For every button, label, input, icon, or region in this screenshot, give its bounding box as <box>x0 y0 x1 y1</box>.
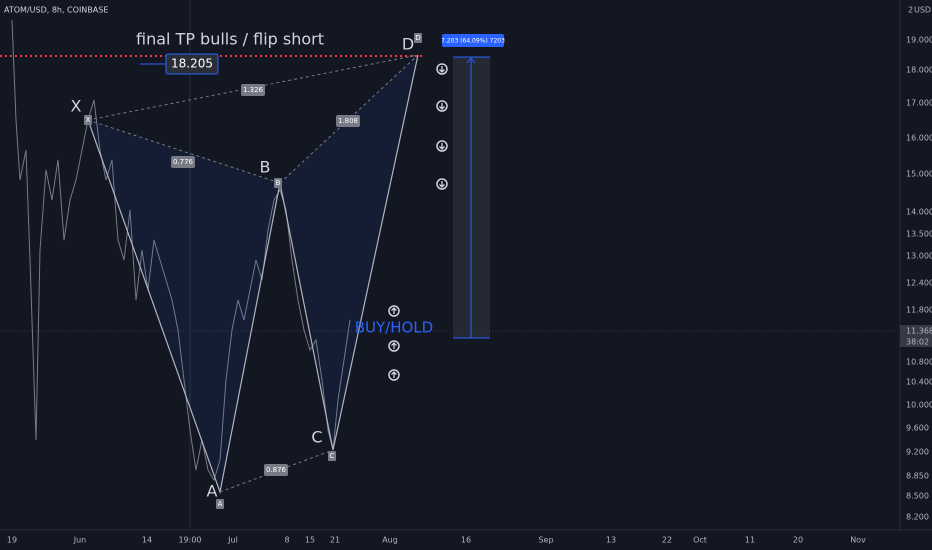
arrow-glyph <box>439 143 445 150</box>
point-tag: C <box>330 452 335 460</box>
price-label: 8.850 <box>906 472 929 481</box>
price-label: 18.000 <box>906 66 932 75</box>
point-label: C <box>311 428 322 447</box>
time-label: Jul <box>227 536 238 545</box>
arrow-glyph <box>391 342 397 349</box>
point-label: B <box>260 158 271 177</box>
symbol: ATOM/USD, 8h, COINBASE <box>4 6 108 15</box>
point-tag: A <box>218 500 223 508</box>
time-label: 15 <box>305 536 315 545</box>
time-label: Aug <box>382 536 398 545</box>
pattern-bd <box>279 54 419 184</box>
ratio-box <box>241 84 265 96</box>
price-label: 8.500 <box>906 492 929 501</box>
point-tag-box <box>328 451 336 461</box>
ratio: 1.326 <box>243 86 264 94</box>
target-price-box <box>165 53 219 75</box>
point-tag-box <box>274 178 282 188</box>
measure-label: 7.203 (64.09%) 7203 <box>441 38 505 45</box>
price-path <box>11 19 351 482</box>
arrow-glyph <box>439 103 445 110</box>
time-label: Nov <box>850 536 866 545</box>
price-label: 16.000 <box>906 134 932 143</box>
price-label: 17.000 <box>906 99 932 108</box>
time-label: 14 <box>142 536 152 545</box>
price-label: 9.600 <box>906 424 929 433</box>
target-price: 18.205 <box>171 57 213 71</box>
price-label: 14.000 <box>906 208 932 217</box>
price-label: 8.200 <box>906 513 929 522</box>
down-arrow-icon <box>436 100 448 112</box>
time-label: 21 <box>330 536 340 545</box>
current-price-box <box>900 325 932 347</box>
price-label: 19.000 <box>906 36 932 45</box>
time-label: 19:00 <box>178 536 201 545</box>
time-label: 13 <box>606 536 616 545</box>
price-label: 15.000 <box>906 170 932 179</box>
pattern-bcd <box>280 55 418 450</box>
point-tag: B <box>276 179 281 187</box>
price-label: 10.000 <box>906 401 932 410</box>
pattern-xab <box>88 120 280 492</box>
time-label: 22 <box>662 536 672 545</box>
ratio: 1.808 <box>338 117 358 125</box>
time-label: 8 <box>284 536 289 545</box>
point-tag: X <box>86 116 91 124</box>
up-arrow-icon <box>388 369 400 381</box>
point-label: A <box>207 482 218 501</box>
ratio: 0.876 <box>266 466 287 474</box>
down-arrow-icon <box>436 178 448 190</box>
price-label: 9.200 <box>906 448 929 457</box>
current-price: 11.368 <box>906 327 932 336</box>
price-label: 11.800 <box>906 306 932 315</box>
ratio-box <box>264 464 288 476</box>
price-label: 12.400 <box>906 279 932 288</box>
point-tag-box <box>414 33 422 43</box>
price-label: 10.800 <box>906 358 932 367</box>
arrow-glyph <box>439 66 445 73</box>
arrow-glyph <box>391 371 397 378</box>
time-label: Jun <box>73 536 87 545</box>
arrow-glyph <box>439 181 445 188</box>
down-arrow-icon <box>436 63 448 75</box>
point-label: D <box>402 35 414 54</box>
price-label: 13.500 <box>906 230 932 239</box>
pattern-xb <box>87 119 281 184</box>
target-note: final TP bulls / flip short <box>136 30 324 49</box>
price-label: 13.000 <box>906 252 932 261</box>
countdown: 38:02 <box>906 338 929 347</box>
time-label: Sep <box>538 536 553 545</box>
point-label: X <box>71 97 82 116</box>
ratio-box <box>336 115 360 127</box>
point-tag-box <box>216 499 224 509</box>
down-arrow-icon <box>436 140 448 152</box>
arrow-glyph <box>391 307 397 314</box>
ratio-box <box>171 156 195 168</box>
time-label: Oct <box>693 536 707 545</box>
price-label: 10.400 <box>906 378 932 387</box>
signal: BUY/HOLD <box>355 319 433 337</box>
time-label: 20 <box>793 536 803 545</box>
measure-arrowhead <box>466 57 476 64</box>
up-arrow-icon <box>388 340 400 352</box>
ratio: 0.776 <box>173 158 194 166</box>
price-axis-currency: USD <box>914 6 931 15</box>
time-label: 11 <box>745 536 755 545</box>
up-arrow-icon <box>388 305 400 317</box>
time-label: 19 <box>7 536 17 545</box>
time-label: 16 <box>461 536 471 545</box>
point-tag-box <box>84 115 92 125</box>
price-axis-top: 2 <box>908 6 913 15</box>
point-tag: D <box>415 34 420 42</box>
measure-label-box <box>442 34 504 47</box>
